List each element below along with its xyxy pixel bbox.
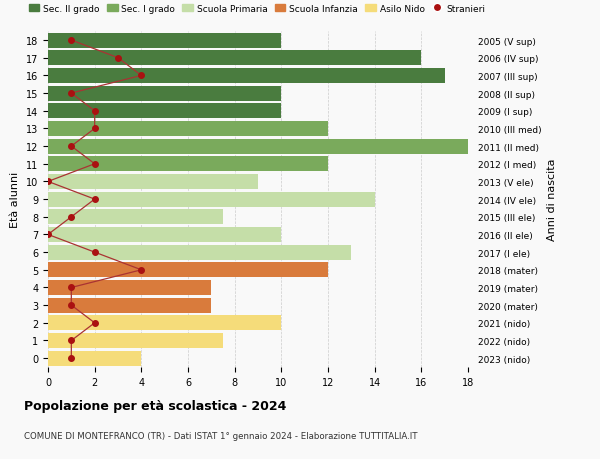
Point xyxy=(67,284,76,291)
Point xyxy=(90,125,100,133)
Point xyxy=(43,231,53,239)
Text: Popolazione per età scolastica - 2024: Popolazione per età scolastica - 2024 xyxy=(24,399,286,412)
Y-axis label: Anni di nascita: Anni di nascita xyxy=(547,158,557,241)
Point xyxy=(67,37,76,45)
Bar xyxy=(48,122,328,137)
Bar xyxy=(48,280,211,295)
Point xyxy=(90,196,100,203)
Bar xyxy=(48,298,211,313)
Point xyxy=(137,73,146,80)
Point xyxy=(67,213,76,221)
Point xyxy=(137,267,146,274)
Bar xyxy=(48,51,421,66)
Bar xyxy=(48,210,223,225)
Bar xyxy=(48,263,328,278)
Point xyxy=(67,355,76,362)
Point xyxy=(67,337,76,344)
Point xyxy=(90,319,100,327)
Bar xyxy=(48,104,281,119)
Bar xyxy=(48,86,281,101)
Bar xyxy=(48,351,142,366)
Point xyxy=(90,108,100,115)
Y-axis label: Età alunni: Età alunni xyxy=(10,172,20,228)
Point xyxy=(113,55,123,62)
Point xyxy=(90,161,100,168)
Bar xyxy=(48,34,281,49)
Point xyxy=(67,143,76,151)
Point xyxy=(90,249,100,256)
Text: COMUNE DI MONTEFRANCO (TR) - Dati ISTAT 1° gennaio 2024 - Elaborazione TUTTITALI: COMUNE DI MONTEFRANCO (TR) - Dati ISTAT … xyxy=(24,431,418,441)
Bar xyxy=(48,174,258,190)
Bar xyxy=(48,333,223,348)
Bar xyxy=(48,245,352,260)
Point xyxy=(43,179,53,186)
Bar xyxy=(48,316,281,330)
Bar xyxy=(48,192,374,207)
Bar xyxy=(48,157,328,172)
Bar xyxy=(48,228,281,242)
Bar xyxy=(48,69,445,84)
Point xyxy=(67,90,76,97)
Legend: Sec. II grado, Sec. I grado, Scuola Primaria, Scuola Infanzia, Asilo Nido, Stran: Sec. II grado, Sec. I grado, Scuola Prim… xyxy=(29,5,485,13)
Bar xyxy=(48,139,468,154)
Point xyxy=(67,302,76,309)
